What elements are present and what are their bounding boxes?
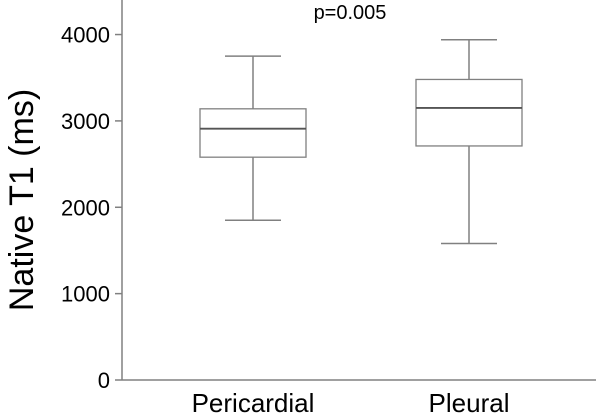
y-tick-label: 1000 bbox=[61, 282, 110, 307]
category-labels: Pericardial Pleural bbox=[192, 388, 510, 415]
y-axis-ticks: 0 1000 2000 3000 4000 bbox=[61, 23, 122, 393]
boxes-group bbox=[199, 38, 523, 245]
iqr-box bbox=[415, 78, 523, 147]
box-pleural bbox=[415, 38, 523, 245]
iqr-box bbox=[199, 108, 307, 158]
category-label-pleural: Pleural bbox=[429, 388, 510, 415]
box-pericardial bbox=[199, 55, 307, 221]
p-value-annotation: p=0.005 bbox=[314, 2, 387, 24]
y-tick-label: 3000 bbox=[61, 109, 110, 134]
y-tick-label: 0 bbox=[98, 368, 110, 393]
category-label-pericardial: Pericardial bbox=[192, 388, 315, 415]
y-axis-title: Native T1 (ms) bbox=[3, 89, 41, 311]
y-tick-label: 2000 bbox=[61, 195, 110, 220]
y-tick-label: 4000 bbox=[61, 23, 110, 48]
